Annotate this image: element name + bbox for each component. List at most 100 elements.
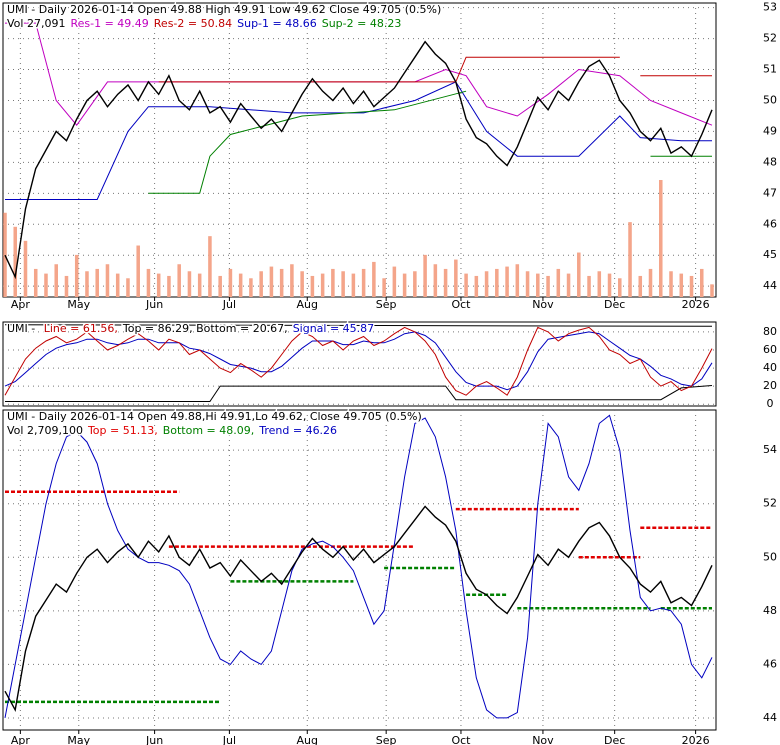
volume-bar: [433, 264, 438, 297]
x-tick-label: 2026: [682, 734, 710, 745]
header-segment: Sup-1 = 48.66: [237, 17, 317, 30]
volume-bar: [679, 273, 684, 297]
volume-bar: [505, 266, 509, 297]
indicator-line: [148, 90, 712, 194]
volume-bar: [566, 273, 571, 297]
volume-bar: [54, 264, 58, 297]
volume-bar: [310, 275, 315, 297]
volume-bar: [597, 271, 602, 297]
volume-bar: [320, 273, 325, 297]
volume-bar: [423, 254, 427, 297]
y-tick-label: 50: [763, 93, 777, 106]
x-tick-label: 2026: [682, 298, 710, 311]
volume-bar: [607, 273, 612, 297]
volume-bar: [259, 271, 263, 297]
volume-bar: [177, 264, 181, 297]
x-tick-label: Oct: [451, 734, 471, 745]
volume-bar: [372, 261, 376, 297]
volume-bar: [515, 264, 520, 297]
indicator-line: [4, 326, 713, 396]
volume-bar: [64, 275, 69, 297]
volume-bar: [392, 266, 397, 297]
header-segment: Signal = 45.87: [293, 322, 375, 335]
x-tick-label: Aug: [297, 734, 318, 745]
volume-bar: [279, 268, 284, 297]
indicator-line: [4, 505, 713, 712]
volume-bar: [495, 268, 499, 297]
header-segment: Top = 86.29, Bottom = 20.67,: [122, 322, 288, 335]
indicator-line: [5, 81, 712, 200]
volume-bar: [115, 273, 120, 297]
volume-bar: [13, 226, 18, 297]
volume-bar: [156, 273, 161, 297]
x-tick-label: Dec: [604, 734, 625, 745]
x-tick-label: Jun: [145, 734, 163, 745]
x-tick-label: Nov: [532, 298, 554, 311]
y-tick-label: 80: [763, 325, 777, 338]
panel-frame: [2, 409, 717, 731]
indicator-line: [4, 40, 713, 280]
header-segment: Line = 61.56,: [44, 322, 118, 335]
volume-bar: [659, 180, 663, 297]
y-tick-label: 51: [763, 63, 777, 76]
volume-bar: [85, 271, 89, 297]
y-tick-label: 44: [763, 711, 777, 724]
indicator-line: [158, 56, 712, 83]
y-tick-label: 40: [763, 361, 777, 374]
y-tick-label: 20: [763, 379, 777, 392]
volume-bar: [484, 271, 489, 297]
y-tick-label: 48: [763, 604, 777, 617]
volume-bar: [126, 278, 130, 297]
x-tick-label: May: [67, 734, 90, 745]
indicator-line: [4, 331, 713, 391]
header-segment: Vol 2,709,100: [7, 424, 83, 437]
volume-bar: [136, 245, 140, 297]
header-text: Vol 2,709,100 Top = 51.13, Bottom = 48.09,…: [7, 424, 337, 437]
volume-bar: [269, 266, 274, 297]
volume-bar: [167, 275, 171, 297]
volume-bar: [300, 271, 304, 297]
volume-bar: [669, 271, 673, 297]
volume-bar: [228, 268, 233, 297]
panel-frame: [2, 321, 717, 407]
volume-bar: [443, 268, 448, 297]
header-segment: Res-1 = 49.49: [70, 17, 148, 30]
x-tick-label: Dec: [604, 298, 625, 311]
x-tick-label: Sep: [376, 734, 397, 745]
header-segment: UMI - Daily 2026-01-14 Open 49.88,Hi 49.…: [7, 410, 422, 423]
header-text: Vol 27,091 Res-1 = 49.49 Res-2 = 50.84 Sup-…: [7, 17, 401, 30]
y-tick-label: 44: [763, 279, 777, 292]
x-tick-label: Aug: [297, 298, 318, 311]
header-text: UMI - Daily 2026-01-14 Open 49.88,Hi 49.…: [7, 410, 422, 423]
volume-bar: [3, 212, 7, 297]
header-segment: Bottom = 48.09,: [163, 424, 255, 437]
header-segment: Vol 27,091: [7, 17, 65, 30]
y-tick-label: 46: [763, 217, 777, 230]
volume-bar: [710, 284, 714, 297]
y-tick-label: 48: [763, 155, 777, 168]
x-tick-label: Oct: [451, 298, 471, 311]
indicator-line: [5, 22, 713, 127]
volume-bar: [290, 264, 294, 297]
volume-bar: [536, 273, 540, 297]
volume-bar: [525, 271, 530, 297]
panel-frame: [2, 2, 717, 298]
x-tick-label: Apr: [11, 734, 31, 745]
y-tick-label: 0: [767, 397, 774, 410]
header-text: UMI - Daily 2026-01-14 Open 49.88 High 4…: [7, 3, 441, 16]
volume-bar: [699, 268, 704, 297]
volume-bar: [331, 268, 335, 297]
volume-bar: [454, 259, 458, 297]
y-tick-label: 49: [763, 124, 777, 137]
volume-bar: [361, 268, 366, 297]
volume-bar: [44, 273, 48, 297]
volume-bar: [249, 278, 253, 297]
volume-bar: [556, 268, 561, 297]
volume-bar: [146, 268, 151, 297]
y-tick-label: 60: [763, 343, 777, 356]
volume-bar: [23, 240, 28, 297]
volume-bar: [587, 275, 591, 297]
header-text: UMI - Line = 61.56, Top = 86.29, Bottom =…: [7, 322, 374, 335]
header-segment: Top = 51.13,: [87, 424, 158, 437]
volume-bar: [402, 273, 407, 297]
